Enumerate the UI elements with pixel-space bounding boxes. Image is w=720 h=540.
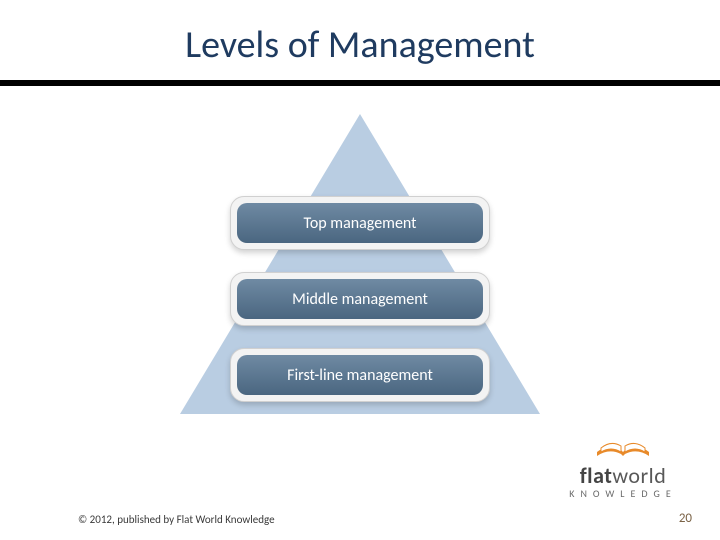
level-pill-bottom: First-line management — [230, 348, 490, 402]
brand-name: flatworld — [548, 462, 698, 489]
level-pill-top: Top management — [230, 196, 490, 250]
page-title: Levels of Management — [0, 22, 720, 68]
pyramid-diagram: Top management Middle management First-l… — [0, 114, 720, 454]
level-pill-inner: Middle management — [237, 279, 483, 319]
brand-name-bold: flat — [580, 462, 613, 489]
level-pill-middle: Middle management — [230, 272, 490, 326]
title-divider — [0, 80, 720, 86]
pyramid-levels: Top management Middle management First-l… — [230, 196, 490, 402]
brand-name-rest: world — [612, 462, 666, 489]
title-area: Levels of Management — [0, 0, 720, 68]
page-number: 20 — [679, 511, 692, 526]
book-icon — [593, 422, 653, 460]
level-pill-inner: First-line management — [237, 355, 483, 395]
brand-logo: flatworld KNOWLEDGE — [548, 422, 698, 500]
footer: © 2012, published by Flat World Knowledg… — [0, 511, 720, 526]
level-pill-inner: Top management — [237, 203, 483, 243]
brand-subline: KNOWLEDGE — [548, 487, 698, 500]
copyright-text: © 2012, published by Flat World Knowledg… — [78, 513, 275, 526]
